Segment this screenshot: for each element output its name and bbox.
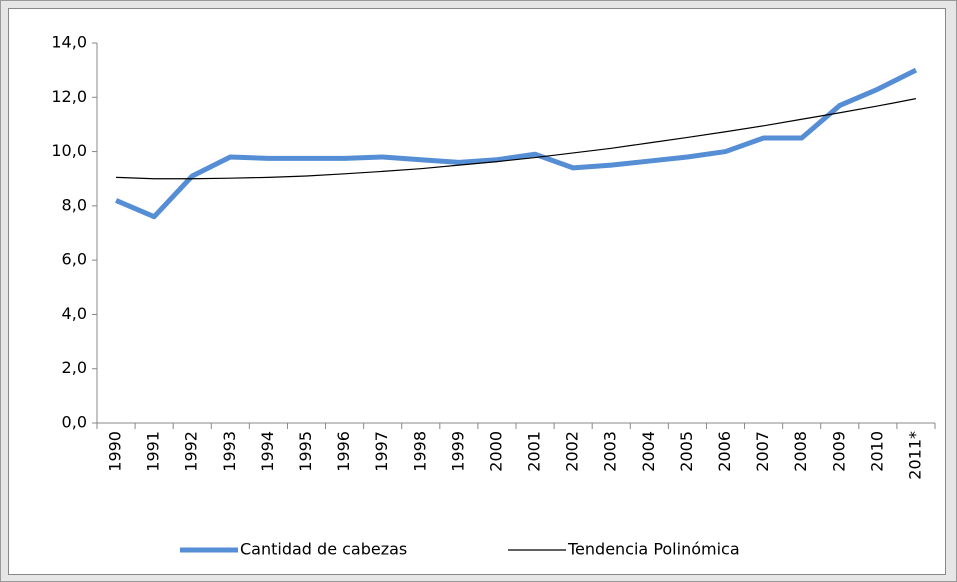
x-tick-label: 2007 [753, 431, 772, 472]
series-line [116, 98, 917, 180]
x-tick-label: 1998 [410, 431, 429, 472]
x-tick-label: 1991 [144, 431, 163, 472]
y-tick-label: 6,0 [62, 250, 87, 269]
legend-label: Tendencia Polinómica [567, 540, 740, 559]
x-tick-label: 2002 [563, 431, 582, 472]
x-tick-label: 2006 [715, 431, 734, 472]
x-tick-label: 2005 [677, 431, 696, 472]
x-tick-label: 1996 [334, 431, 353, 472]
series-line [115, 67, 918, 220]
chart-area [8, 8, 946, 575]
y-tick-label: 8,0 [62, 195, 87, 214]
y-tick-label: 2,0 [62, 358, 87, 377]
legend-label: Cantidad de cabezas [240, 540, 407, 559]
x-tick-label: 1993 [220, 431, 239, 472]
x-tick-label: 2009 [829, 431, 848, 472]
x-tick-label: 2008 [791, 431, 810, 472]
y-tick-label: 4,0 [62, 304, 87, 323]
x-tick-label: 2001 [525, 431, 544, 472]
x-tick-label: 2010 [867, 431, 886, 472]
x-tick-label: 2003 [601, 431, 620, 472]
y-tick-label: 14,0 [51, 33, 87, 52]
x-tick-label: 1990 [106, 431, 125, 472]
x-tick-label: 1999 [448, 431, 467, 472]
y-tick-label: 0,0 [62, 413, 87, 432]
x-tick-label: 1997 [372, 431, 391, 472]
x-tick-label: 1994 [258, 431, 277, 472]
x-tick-label: 2000 [486, 431, 505, 472]
x-tick-label: 1992 [182, 431, 201, 472]
y-tick-label: 12,0 [51, 87, 87, 106]
y-tick-label: 10,0 [51, 141, 87, 160]
x-tick-label: 1995 [296, 431, 315, 472]
x-tick-label: 2004 [639, 431, 658, 472]
x-tick-label: 2011* [905, 431, 924, 480]
